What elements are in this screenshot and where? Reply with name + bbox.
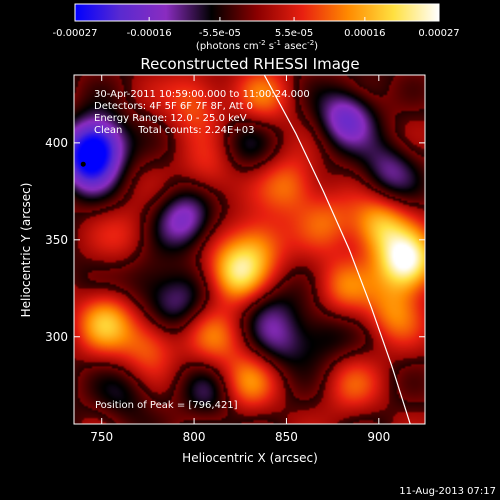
y-tick-label: 400	[45, 136, 68, 150]
colorbar-tick-label: 0.00016	[344, 28, 385, 39]
colorbar-ticks: -0.00027 -0.00016 -5.5e-05 5.5e-05 0.00016 0.…	[53, 17, 460, 39]
y-tick-label: 350	[45, 233, 68, 247]
x-tick-label: 850	[275, 430, 298, 444]
colorbar-tick-label: -0.00016	[127, 28, 172, 39]
solar-limb-curve	[263, 75, 411, 424]
x-axis-ticks: 750 800 850 900	[90, 75, 390, 444]
colorbar-units: (photons cm-2 s-1 asec-2)	[196, 39, 318, 52]
y-tick-label: 300	[45, 330, 68, 344]
info-block: 30-Apr-2011 10:59:00.000 to 11:00:24.000…	[94, 89, 310, 136]
colorbar-tick-label: 5.5e-05	[275, 28, 313, 39]
colorbar-tick-label: -5.5e-05	[199, 28, 241, 39]
colorbar-tick-label: -0.00027	[53, 28, 98, 39]
info-line-detectors: Detectors: 4F 5F 6F 7F 8F, Att 0	[94, 101, 253, 112]
heatmap-image	[74, 75, 425, 424]
info-line-clean: Clean Total counts: 2.24E+03	[94, 125, 254, 136]
info-line-energy: Energy Range: 12.0 - 25.0 keV	[94, 113, 247, 124]
chart-title: Reconstructed RHESSI Image	[140, 55, 359, 73]
x-axis-label: Heliocentric X (arcsec)	[182, 451, 318, 465]
colorbar-gradient	[74, 3, 440, 22]
x-tick-label: 800	[183, 430, 206, 444]
x-tick-label: 900	[367, 430, 390, 444]
y-axis-label: Heliocentric Y (arcsec)	[19, 183, 33, 318]
info-line-time: 30-Apr-2011 10:59:00.000 to 11:00:24.000	[94, 89, 310, 100]
plot-date: 11-Aug-2013 07:17	[399, 486, 496, 497]
peak-position-label: Position of Peak = [796,421]	[95, 400, 238, 411]
x-tick-label: 750	[90, 430, 113, 444]
colorbar: -0.00027 -0.00016 -5.5e-05 5.5e-05 0.00016 0.…	[53, 3, 460, 52]
plot-frame	[73, 74, 426, 425]
colorbar-tick-label: 0.00027	[418, 28, 459, 39]
y-axis-ticks: 300 350 400	[45, 136, 425, 344]
point-marker	[80, 161, 86, 167]
